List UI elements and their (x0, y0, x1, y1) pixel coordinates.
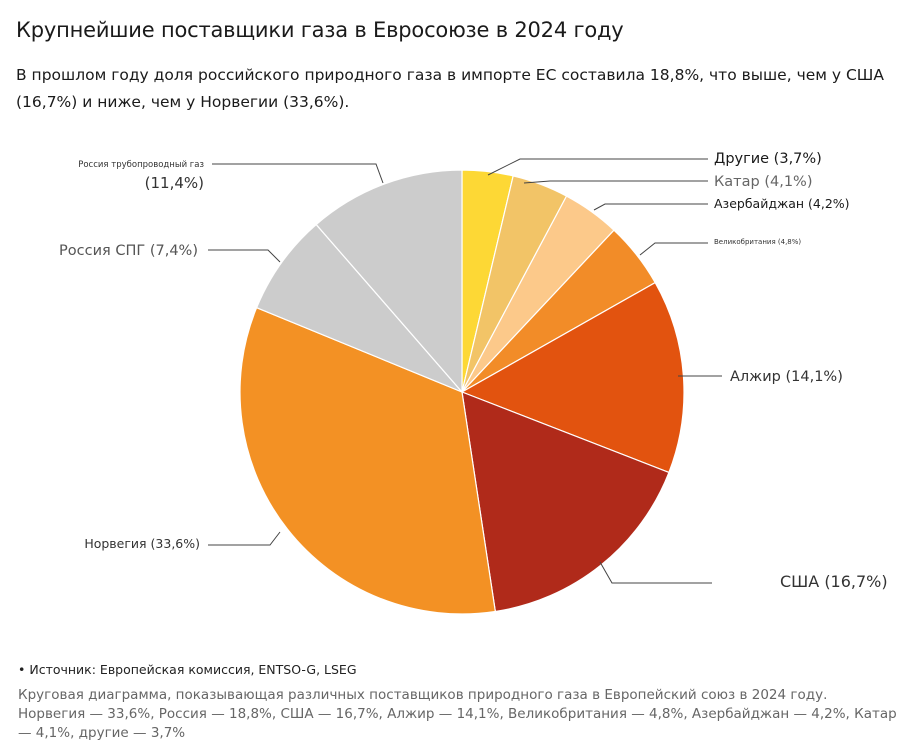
pie-chart: Другие (3,7%) Катар (4,1%) Азербайджан (4,… (59, 151, 888, 615)
slice-label: Алжир (14,1%) (730, 369, 843, 385)
slice-label: Азербайджан (4,2%) (714, 196, 850, 211)
leader-line (523, 180, 708, 184)
source-note: • Источник: Европейская комиссия, ENTSO-… (18, 662, 357, 677)
chart-title: Крупнейшие поставщики газа в Евросоюзе в… (16, 18, 624, 42)
pie-slice (461, 391, 670, 613)
slice-sublabel: (11,4%) (145, 174, 204, 192)
leader-line (212, 163, 384, 184)
chart-caption: Круговая диаграмма, показывающая различн… (18, 687, 897, 741)
slice-label: Другие (3,7%) (714, 151, 822, 167)
slice-label: Россия СПГ (7,4%) (59, 243, 198, 259)
slice-label: Норвегия (33,6%) (84, 536, 200, 551)
leader-line (208, 249, 281, 263)
leader-line (208, 531, 281, 546)
leader-line (487, 158, 708, 176)
leader-line (593, 203, 708, 211)
slice-label: Россия трубопроводный газ (78, 160, 204, 170)
chart-subtitle: В прошлом году доля российского природно… (16, 66, 884, 111)
leader-line (599, 561, 712, 584)
leader-line (639, 242, 708, 256)
pie-slice (239, 306, 497, 615)
pie-slice (255, 223, 463, 393)
slice-label: Катар (4,1%) (714, 174, 812, 190)
slice-label: Великобритания (4,8%) (714, 238, 801, 246)
slice-label: США (16,7%) (780, 572, 888, 591)
pie-slice (315, 169, 463, 394)
